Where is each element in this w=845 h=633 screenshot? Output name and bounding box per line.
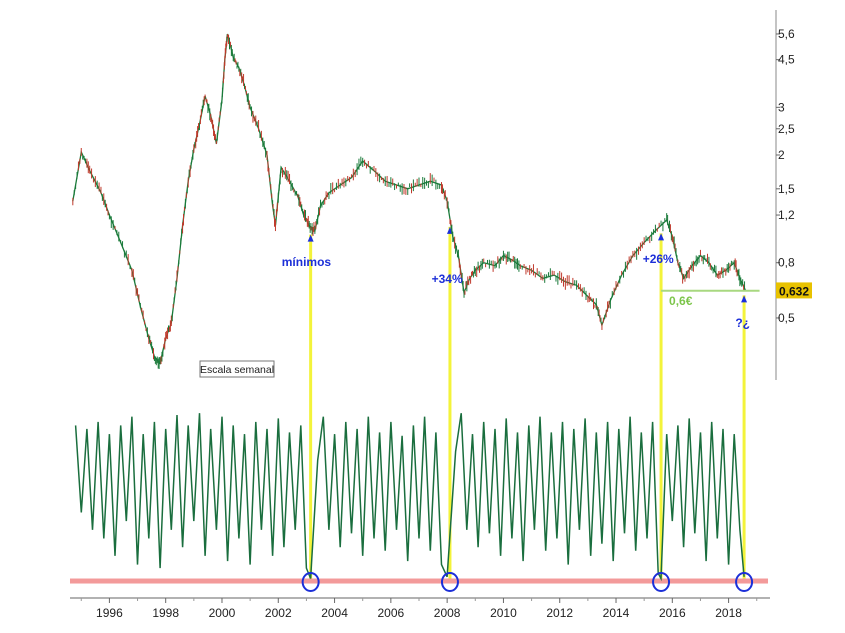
oscillator-series-line [74,413,745,582]
last-value-badge [776,282,812,299]
y-tick-label: 3 [778,100,785,114]
y-tick-label: 0,8 [778,256,795,270]
price-panel-axis: 5,6 4,5 3 2,5 2 1,5 1,2 0,8 0,5 [775,10,795,380]
oscillator-threshold-band [70,578,768,584]
y-tick-label: 2,5 [778,122,795,136]
x-tick-label: 2008 [434,606,461,620]
x-tick-label: 2010 [490,606,517,620]
x-tick-label: 2018 [715,606,742,620]
y-tick-label: 0,5 [778,311,795,325]
x-tick-label: 2002 [265,606,292,620]
arrow-icon [741,295,748,303]
annotations: 0,6€ 0,632 mínimos +34% +26% ?¿ Escala semanal [199,252,812,378]
x-tick-label: 1998 [152,606,179,620]
annotation-label: mínimos [282,255,332,269]
cycle-low-marker [652,572,671,592]
y-tick-label: 2 [778,148,785,162]
last-value-label: 0,632 [779,284,809,298]
x-tick-label: 2012 [546,606,573,620]
scale-label-box [199,360,275,378]
cycle-low-marker [735,572,754,592]
y-tick-label: 4,5 [778,53,795,67]
x-tick-label: 2006 [378,606,405,620]
x-tick-label: 2000 [209,606,236,620]
x-tick-label: 2016 [659,606,686,620]
support-label: 0,6€ [669,294,693,308]
x-tick-label: 2004 [321,606,348,620]
price-series-line [72,33,747,365]
cycle-low-marker [440,572,459,592]
arrow-icon [307,234,314,242]
x-axis: 1996 1998 2000 2002 2004 2006 2008 2010 2012 2014… [70,597,770,620]
x-tick-label: 2014 [603,606,630,620]
cycle-low-marker [301,572,320,592]
y-tick-label: 1,5 [778,182,795,196]
cycle-markers [301,572,754,592]
scale-label: Escala semanal [200,364,274,376]
arrow-icon [658,233,665,241]
x-tick-label: 1996 [96,606,123,620]
annotation-label: ?¿ [735,316,750,330]
price-panel [72,33,747,369]
y-tick-label: 1,2 [778,208,795,222]
annotation-label: +34% [432,272,463,286]
annotation-label: +26% [643,252,674,266]
y-tick-label: 5,6 [778,27,795,41]
oscillator-panel [70,413,768,584]
